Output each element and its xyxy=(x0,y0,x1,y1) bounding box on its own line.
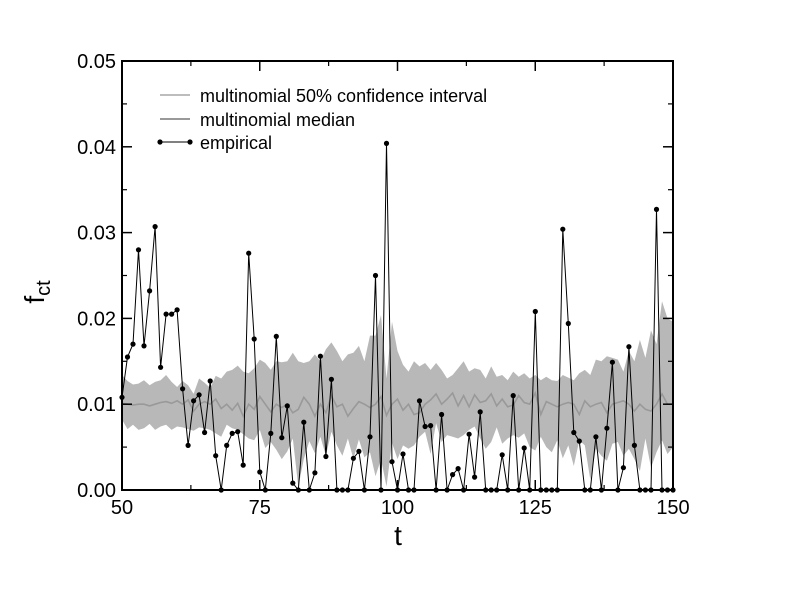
empirical-marker xyxy=(196,392,202,398)
x-axis-label: t xyxy=(394,520,402,551)
empirical-marker xyxy=(620,465,627,471)
y-axis-label-subscript: ct xyxy=(33,280,55,296)
empirical-marker xyxy=(477,409,483,415)
x-tick-label: 100 xyxy=(381,497,414,519)
legend-label-band: multinomial 50% confidence interval xyxy=(200,86,487,106)
empirical-marker xyxy=(631,442,638,448)
axis-ticks xyxy=(121,60,674,491)
empirical-marker xyxy=(191,398,197,404)
empirical-marker xyxy=(367,434,373,440)
median-line xyxy=(121,390,673,419)
empirical-marker xyxy=(312,470,318,476)
empirical-marker xyxy=(609,359,616,365)
empirical-marker xyxy=(185,442,191,448)
empirical-marker xyxy=(565,320,571,327)
empirical-marker xyxy=(323,453,329,460)
empirical-marker xyxy=(466,431,472,437)
y-axis-label: fct xyxy=(19,280,55,304)
x-tick-label: 125 xyxy=(519,497,552,519)
empirical-marker xyxy=(422,423,428,430)
empirical-marker xyxy=(499,452,505,458)
empirical-marker xyxy=(439,411,445,418)
empirical-marker xyxy=(290,480,296,486)
empirical-marker xyxy=(163,311,169,317)
empirical-marker xyxy=(356,448,362,454)
y-tick-labels: 0.00 0.01 0.02 0.03 0.04 0.05 xyxy=(77,51,116,502)
x-tick-label: 50 xyxy=(111,497,133,519)
x-tick-labels: 50 75 100 125 150 xyxy=(111,497,690,519)
empirical-marker xyxy=(301,419,307,425)
empirical-marker xyxy=(130,341,136,347)
empirical-marker xyxy=(152,224,158,230)
y-tick-label: 0.03 xyxy=(77,223,116,245)
empirical-marker xyxy=(593,434,599,440)
y-tick-label: 0.01 xyxy=(77,394,116,416)
empirical-marker xyxy=(229,430,235,436)
empirical-marker xyxy=(455,466,461,472)
empirical-marker xyxy=(521,445,527,451)
legend: multinomial 50% confidence interval mult… xyxy=(157,86,487,153)
empirical-marker xyxy=(213,453,219,459)
empirical-marker xyxy=(268,430,274,436)
empirical-marker xyxy=(510,393,516,399)
empirical-marker xyxy=(246,250,252,256)
empirical-marker xyxy=(532,308,538,315)
empirical-marker xyxy=(372,272,379,279)
empirical-marker xyxy=(400,451,406,457)
empirical-marker xyxy=(604,425,610,431)
x-tick-label: 75 xyxy=(249,497,271,519)
empirical-marker xyxy=(240,462,246,468)
empirical-marker xyxy=(428,423,434,429)
y-tick-label: 0.02 xyxy=(77,308,116,330)
empirical-marker xyxy=(158,364,164,370)
empirical-marker xyxy=(576,438,582,444)
empirical-marker xyxy=(450,472,456,478)
empirical-marker xyxy=(560,226,566,232)
y-tick-label: 0.04 xyxy=(77,137,116,159)
empirical-marker xyxy=(284,403,290,409)
empirical-marker xyxy=(317,353,323,359)
empirical-marker xyxy=(350,455,356,461)
svg-text:fct: fct xyxy=(19,280,55,304)
empirical-marker xyxy=(147,288,153,294)
empirical-marker xyxy=(626,344,632,350)
empirical-marker xyxy=(124,354,131,360)
empirical-marker xyxy=(251,336,257,342)
legend-empirical-marker-right xyxy=(187,139,193,145)
empirical-marker xyxy=(571,429,577,436)
empirical-marker xyxy=(141,343,147,349)
y-axis-label-main: f xyxy=(19,296,50,304)
y-tick-label: 0.00 xyxy=(77,480,116,502)
empirical-marker xyxy=(202,429,208,436)
empirical-marker xyxy=(328,376,334,382)
empirical-marker xyxy=(224,442,230,448)
empirical-marker xyxy=(472,474,478,480)
empirical-marker xyxy=(207,378,213,384)
empirical-marker xyxy=(279,435,285,441)
empirical-marker xyxy=(383,140,390,146)
y-tick-label: 0.05 xyxy=(77,51,116,73)
legend-label-empirical: empirical xyxy=(200,133,272,153)
x-tick-label: 150 xyxy=(656,497,689,519)
empirical-marker xyxy=(169,311,175,317)
empirical-marker xyxy=(235,429,241,435)
empirical-marker xyxy=(135,247,142,253)
empirical-marker xyxy=(174,307,180,313)
empirical-marker xyxy=(273,333,279,339)
legend-label-median: multinomial median xyxy=(200,110,355,130)
empirical-marker xyxy=(257,469,263,475)
legend-empirical-marker-left xyxy=(157,139,163,145)
empirical-marker xyxy=(180,386,186,392)
confidence-band xyxy=(122,301,673,487)
empirical-marker xyxy=(653,206,660,212)
empirical-marker xyxy=(389,459,395,465)
empirical-marker xyxy=(416,398,423,404)
